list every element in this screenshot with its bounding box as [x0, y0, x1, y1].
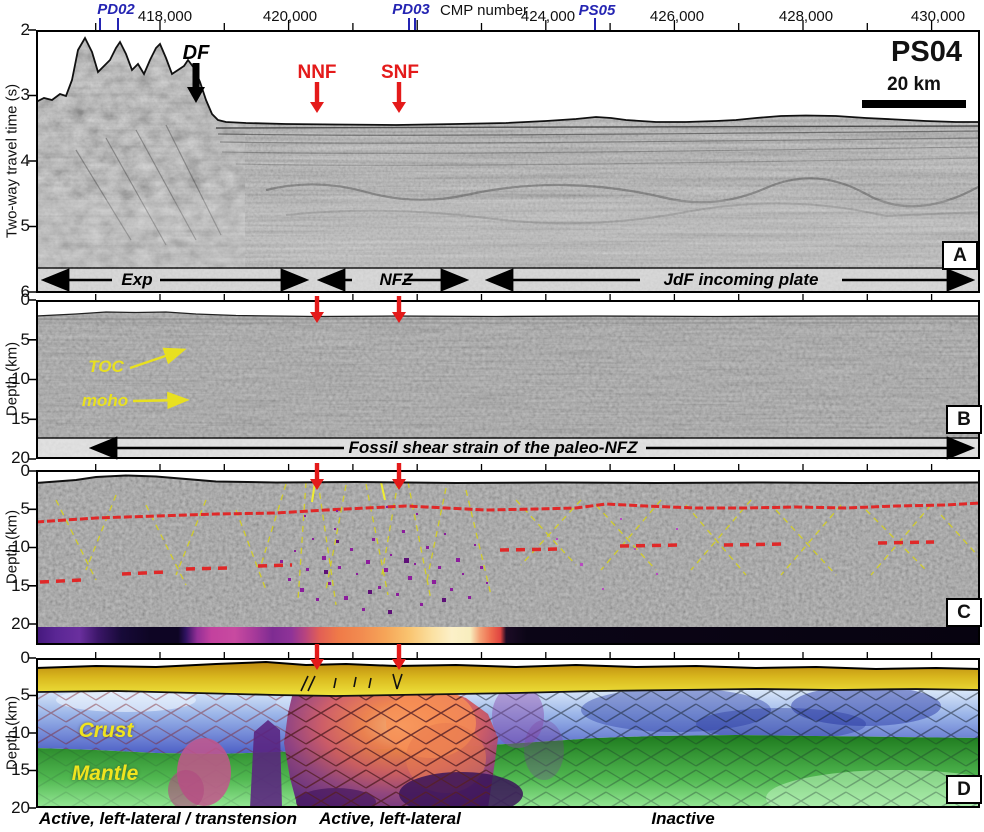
- caption-active-left-lateral: Active, left-lateral: [319, 809, 461, 828]
- panel-d-letter: D: [946, 775, 982, 804]
- zone-label-jdf-incoming-plate: JdF incoming plate: [663, 270, 819, 289]
- fossil-shear-strain-label: Fossil shear strain of the paleo-NFZ: [348, 438, 638, 457]
- panel-c-ytick-5: 5: [20, 499, 30, 518]
- panel-d-interpretation-image: [36, 658, 980, 808]
- panel-b-seismic-image: [36, 300, 980, 459]
- panel-a-ytick-3: 3: [20, 85, 30, 104]
- scale-bar-label: 20 km: [887, 74, 941, 95]
- cmp-tick-424000: 424,000: [520, 8, 576, 25]
- cmp-tick-430000: 430,000: [910, 8, 966, 25]
- panel-a-letter: A: [942, 241, 978, 270]
- panel-c-seismicity-dots: [280, 506, 488, 611]
- panel-d-surface-fault-marks: [300, 673, 403, 692]
- panel-d-ytick-20: 20: [11, 798, 30, 817]
- panel-b-seismic-texture: [36, 312, 980, 438]
- panel-d-ytick-10: 10: [11, 723, 30, 742]
- panel-b-ytick-0: 0: [20, 290, 30, 309]
- panel-c-border: [36, 470, 980, 645]
- panel-b-letter: B: [946, 405, 982, 434]
- panel-d-ytick-15: 15: [11, 760, 30, 779]
- panel-c-letter: C: [946, 598, 982, 627]
- panel-c-fault-interpretation-lines: [55, 481, 980, 606]
- panel-d-magma-bodies: [168, 682, 564, 808]
- panel-d-ytick-5: 5: [20, 685, 30, 704]
- profile-label-pd02: PD02: [97, 1, 135, 18]
- panel-b-ytick-10: 10: [11, 369, 30, 388]
- panel-c-ytick-10: 10: [11, 537, 30, 556]
- cmp-tick-420000: 420,000: [262, 8, 318, 25]
- panel-c-ytick-0: 0: [20, 461, 30, 480]
- panel-d-fault-hatching: [36, 689, 980, 808]
- nnf-fault-label: NNF: [297, 62, 337, 83]
- profile-id-label: PS04: [891, 36, 962, 68]
- panel-b-ytick-15: 15: [11, 409, 30, 428]
- caption-active-transtension: Active, left-lateral / transtension: [39, 809, 297, 828]
- panel-c-seafloor-line: [36, 474, 980, 485]
- panel-c-ytick-15: 15: [11, 576, 30, 595]
- panel-d-border: [36, 658, 980, 808]
- panel-c-colorbar-strip: [37, 627, 979, 644]
- cmp-tick-426000: 426,000: [649, 8, 705, 25]
- moho-label: moho: [81, 391, 129, 410]
- panel-a-ytick-2: 2: [20, 20, 30, 39]
- profile-label-pd03: PD03: [392, 1, 430, 18]
- panel-b-border: [36, 300, 980, 459]
- cmp-tick-418000: 418,000: [137, 8, 193, 25]
- panel-a-seismic-image: [36, 30, 980, 293]
- panel-b-seafloor-line: [36, 311, 980, 318]
- cmp-axis-title: CMP number: [439, 2, 529, 19]
- panel-c-ytick-20: 20: [11, 614, 30, 633]
- panel-a-ytick-4: 4: [20, 151, 30, 170]
- panel-c-moho-dashed-line: [39, 540, 935, 584]
- zone-label-nfz: NFZ: [379, 270, 413, 289]
- toc-label: TOC: [88, 357, 124, 376]
- crust-label: Crust: [78, 719, 134, 742]
- zone-label-exp: Exp: [121, 270, 153, 289]
- mantle-label: Mantle: [71, 762, 139, 785]
- panel-a-ytick-6: 6: [20, 282, 30, 301]
- panel-a-border: [36, 30, 980, 293]
- panel-c-seismic-image: [36, 470, 980, 645]
- panel-d-sediment-layer: [36, 660, 980, 697]
- cmp-tick-428000: 428,000: [778, 8, 834, 25]
- panel-a-ytick-5: 5: [20, 216, 30, 235]
- panel-c-seismic-texture: [36, 475, 980, 627]
- panel-b-ytick-5: 5: [20, 330, 30, 349]
- panel-d-ytick-0: 0: [20, 648, 30, 667]
- caption-inactive: Inactive: [651, 809, 715, 828]
- panel-c-top-oceanic-crust-line: [36, 501, 980, 524]
- snf-fault-label: SNF: [381, 62, 419, 83]
- panel-b-ytick-20: 20: [11, 448, 30, 467]
- profile-label-ps05: PS05: [578, 2, 616, 19]
- df-fault-label: DF: [182, 42, 210, 64]
